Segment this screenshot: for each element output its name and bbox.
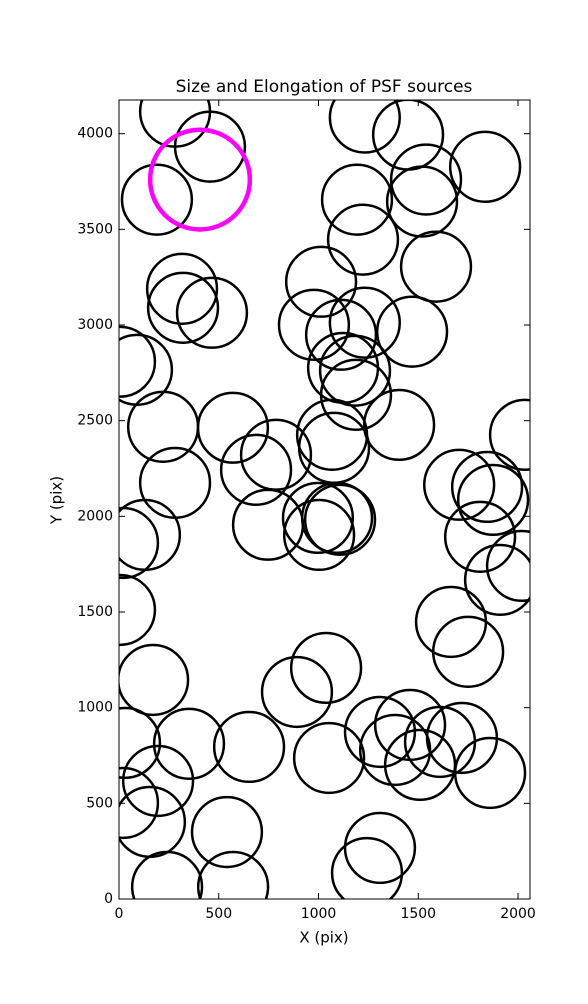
source-ellipse [343,811,417,885]
y-tick-label: 0 [104,891,113,907]
source-ellipse [319,358,393,432]
plot-area [119,100,530,899]
x-tick-label: 1500 [400,906,436,922]
source-ellipse [119,506,160,580]
source-ellipse [488,398,530,471]
source-ellipse [282,498,356,572]
source-ellipse [389,143,463,216]
source-ellipse [120,163,194,236]
axes-frame [118,99,531,900]
x-tick-label: 500 [205,906,232,922]
y-tick-label: 3000 [77,317,113,333]
source-ellipse [362,388,436,462]
source-ellipse [196,850,270,899]
source-ellipse [371,100,445,171]
source-ellipse [320,163,394,236]
source-ellipse [219,433,293,507]
source-ellipse [343,695,417,769]
source-ellipse [399,230,473,303]
source-ellipse [190,795,264,869]
y-axis-label: Y (pix) [48,476,66,525]
source-ellipse [453,736,527,810]
source-ellipse [119,333,174,406]
source-ellipse [173,110,247,183]
source-ellipse [463,543,530,617]
source-ellipse [485,529,530,603]
y-tick-label: 500 [86,795,113,811]
x-tick-label: 0 [115,906,124,922]
source-ellipse [450,450,524,524]
y-tick-label: 1500 [77,604,113,620]
source-ellipse [448,130,522,203]
source-ellipse [423,448,496,521]
source-ellipse [328,100,401,154]
source-ellipse [119,785,187,859]
source-ellipse [456,463,530,537]
y-tick-label: 2000 [77,508,113,524]
source-ellipse [145,252,219,326]
source-ellipse [277,288,351,361]
source-ellipse [443,500,517,573]
source-ellipse [175,276,249,349]
source-ellipse [260,655,334,729]
source-ellipse [304,298,378,371]
source-ellipse [119,643,190,717]
chart-title: Size and Elongation of PSF sources [176,77,473,97]
source-ellipse [152,707,226,780]
source-ellipse [300,481,374,555]
y-tick-label: 4000 [77,126,113,142]
source-ellipse [196,391,270,464]
y-tick-label: 1000 [77,700,113,716]
source-ellipse [146,271,220,344]
source-ellipse [383,728,457,802]
y-tick-label: 3500 [77,221,113,237]
x-axis-label: X (pix) [299,929,348,947]
source-ellipse [284,245,358,318]
source-ellipse [119,573,157,647]
source-ellipse [130,850,204,899]
source-ellipse [119,325,157,398]
x-tick-label: 1000 [301,906,337,922]
source-ellipse [431,615,505,688]
source-ellipse [147,127,253,232]
source-ellipse [292,721,366,795]
source-ellipse [375,295,449,368]
source-ellipse [318,334,392,407]
source-ellipse [281,481,355,555]
source-ellipse [385,165,459,238]
source-ellipse [330,836,404,899]
source-ellipse [212,710,286,784]
source-ellipse [231,488,305,561]
source-ellipse [358,713,432,787]
source-ellipse [295,398,369,471]
source-ellipse [303,483,377,556]
source-ellipse [121,744,195,818]
source-ellipse [119,766,160,840]
x-tick-label: 2000 [500,906,536,922]
source-ellipse [328,286,401,359]
source-ellipse [326,203,400,276]
source-ellipse [289,631,363,705]
source-ellipse [119,498,182,572]
y-tick-label: 2500 [77,413,113,429]
